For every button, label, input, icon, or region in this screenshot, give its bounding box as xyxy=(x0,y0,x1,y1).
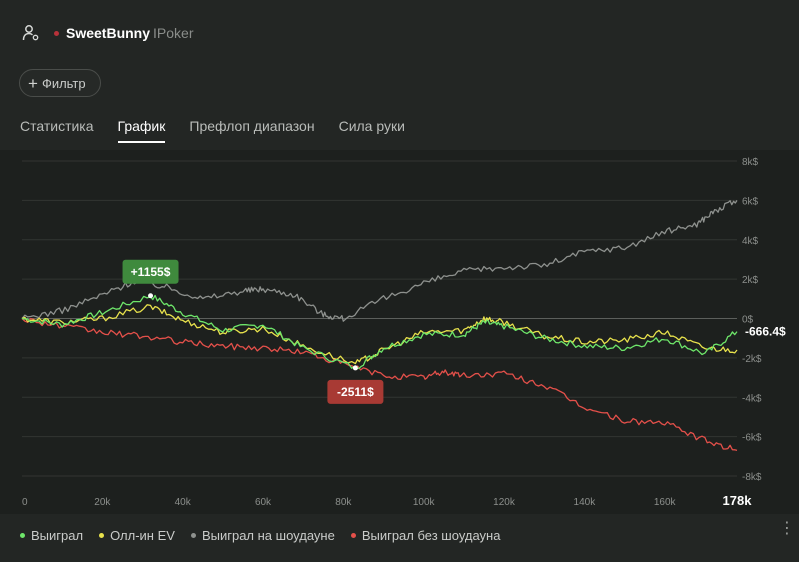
legend-item-non-showdown[interactable]: Выиграл без шоудауна xyxy=(350,528,501,543)
trough-label: -2511$ xyxy=(337,385,374,399)
winnings-chart[interactable]: 8k$ 6k$ 4k$ 2k$ 0$ -2k$ -4k$ -6k$ -8k$ 0 20k 40k 60k… xyxy=(0,0,799,520)
y-tick-label: 6k$ xyxy=(742,196,759,207)
peak-badge xyxy=(122,259,179,284)
legend-item-allin-ev[interactable]: Олл-ин EV xyxy=(99,528,175,543)
peak-label: +1155$ xyxy=(131,265,171,279)
series-line-3 xyxy=(21,317,738,452)
legend-dot-non-showdown xyxy=(350,533,356,538)
trough-badge xyxy=(327,379,384,404)
player-name: SweetBunny xyxy=(66,25,151,41)
series-line-0 xyxy=(21,294,738,370)
legend-label-non-showdown: Выиграл без шоудауна xyxy=(361,528,501,543)
chart-legend: Выиграл Олл-ин EV Выиграл на шоудауне Вы… xyxy=(20,528,516,543)
y-tick-label: 8k$ xyxy=(742,157,759,168)
trough-marker xyxy=(352,365,358,371)
tab-statistics[interactable]: Статистика xyxy=(20,118,94,134)
y-tick-label: -8k$ xyxy=(742,472,762,483)
x-tick-label: 80k xyxy=(335,497,352,508)
peak-marker xyxy=(148,293,154,299)
room-name: IPoker xyxy=(153,25,194,41)
x-tick-label: 120k xyxy=(493,497,516,508)
user-settings-icon[interactable] xyxy=(22,24,40,42)
legend-label-won: Выиграл xyxy=(31,528,84,543)
x-tick-label: 0 xyxy=(22,497,28,508)
plus-icon: + xyxy=(28,73,38,93)
legend-item-showdown[interactable]: Выиграл на шоудауне xyxy=(190,528,335,543)
x-tick-label: 40k xyxy=(175,497,192,508)
x-max-label: 178k xyxy=(723,493,753,508)
y-tick-label: 0$ xyxy=(742,315,754,326)
y-tick-label: 2k$ xyxy=(742,275,759,286)
legend-item-won[interactable]: Выиграл xyxy=(20,528,83,543)
series-line-1 xyxy=(21,304,738,365)
x-tick-label: 100k xyxy=(413,497,436,508)
legend-dot-showdown xyxy=(190,533,196,538)
y-tick-label: -4k$ xyxy=(742,393,762,404)
tab-graph[interactable]: График xyxy=(117,118,166,143)
y-tick-label: 4k$ xyxy=(742,236,759,247)
tab-hand-strength[interactable]: Сила руки xyxy=(338,118,405,134)
legend-dot-won xyxy=(20,533,25,538)
legend-label-allin-ev: Олл-ин EV xyxy=(110,528,175,543)
y-tick-label: -2k$ xyxy=(742,354,762,365)
tab-bar: Статистика График Префлоп диапазон Сила … xyxy=(20,118,429,143)
x-tick-label: 160k xyxy=(654,497,677,508)
player-header: SweetBunny IPoker xyxy=(22,22,193,44)
status-dot xyxy=(54,30,59,36)
x-tick-label: 60k xyxy=(255,497,272,508)
filter-label: Фильтр xyxy=(41,75,86,91)
tab-preflop-range[interactable]: Префлоп диапазон xyxy=(189,118,315,134)
filter-button[interactable]: + Фильтр xyxy=(19,69,101,97)
x-tick-label: 140k xyxy=(574,497,597,508)
more-options-icon[interactable]: ⋮ xyxy=(779,520,795,537)
current-value-label: -666.4$ xyxy=(745,325,786,339)
y-tick-label: -6k$ xyxy=(742,433,762,444)
legend-label-showdown: Выиграл на шоудауне xyxy=(201,528,335,543)
legend-dot-allin-ev xyxy=(99,533,105,538)
x-tick-label: 20k xyxy=(94,497,111,508)
